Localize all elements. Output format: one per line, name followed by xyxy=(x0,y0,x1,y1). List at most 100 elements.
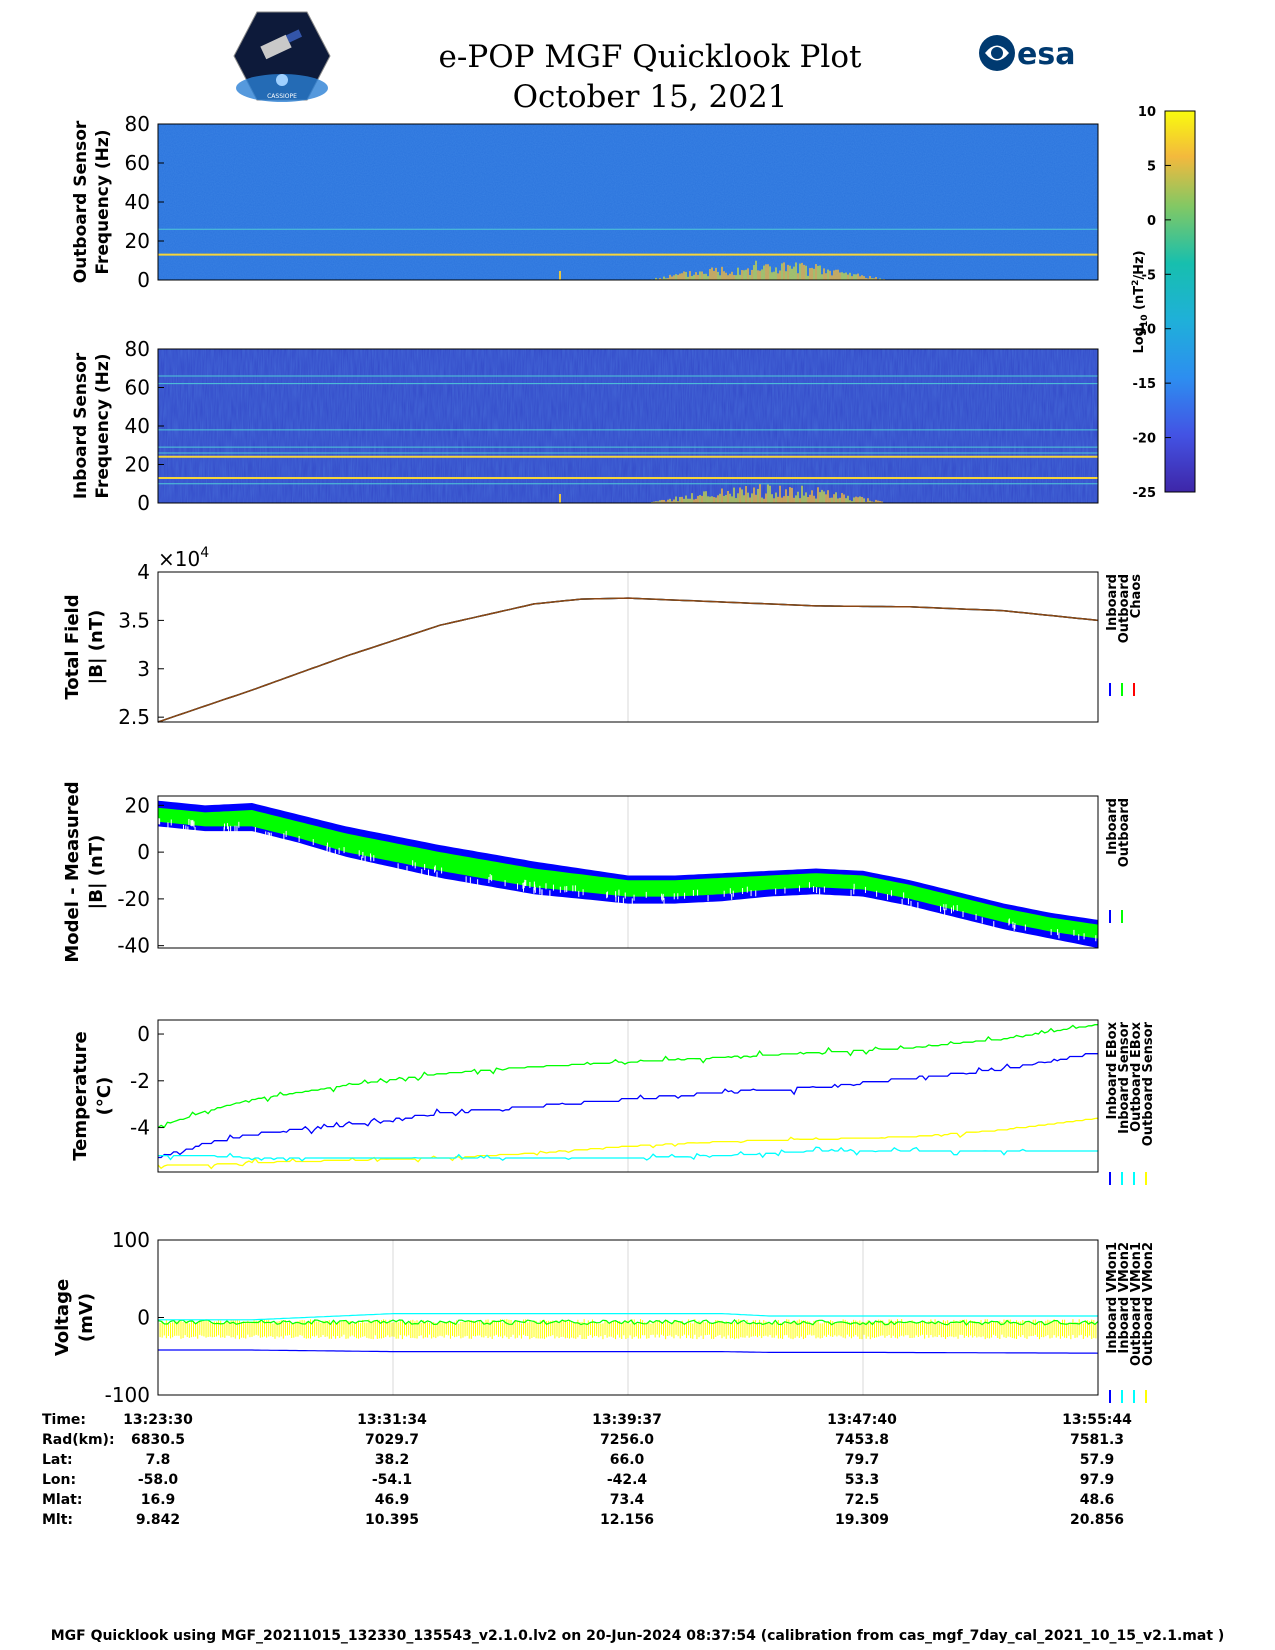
legend-entry: Outboard xyxy=(1117,574,1132,643)
ephemeris-value: 7453.8 xyxy=(834,1432,890,1448)
series-band-inboard xyxy=(158,800,1098,948)
spec-ylabel-line: Outboard Sensor xyxy=(71,120,91,283)
series-line-outboard-sensor xyxy=(158,1146,1098,1162)
ephemeris-value: 13:55:44 xyxy=(1062,1412,1132,1428)
panel-ylabel-line: Temperature xyxy=(70,1031,91,1160)
ephemeris-value: 73.4 xyxy=(609,1492,645,1508)
series-group xyxy=(157,1313,1099,1354)
ephemeris-row-label: Rad(km): xyxy=(42,1432,115,1448)
spec-ytick-label: 60 xyxy=(125,376,150,400)
ephemeris-value: 57.9 xyxy=(1079,1452,1115,1468)
ephemeris-row-label: Mlt: xyxy=(42,1512,74,1528)
series-line-inboard-sensor xyxy=(158,1053,1098,1159)
axis-exponent-base: ×10 xyxy=(158,547,200,571)
ephemeris-value: -58.0 xyxy=(137,1472,179,1488)
ytick-label: 0 xyxy=(137,840,150,864)
legend-entry: Inboard xyxy=(1105,574,1120,631)
ephemeris-value: -54.1 xyxy=(371,1472,413,1488)
ephemeris-value: 6830.5 xyxy=(130,1432,186,1448)
legend-entry: Outboard VMon2 xyxy=(1141,1242,1156,1366)
ephemeris-value: 10.395 xyxy=(364,1512,420,1528)
colorbar-tick-label: -25 xyxy=(1133,486,1157,501)
series-line-inboard-vmon1 xyxy=(158,1349,1099,1354)
panel-ylabel-line: |B| (nT) xyxy=(86,835,107,910)
ytick-label: 4 xyxy=(137,560,150,584)
panel-ylabel: Voltage (mV) xyxy=(52,1279,97,1356)
ephemeris-value: 7.8 xyxy=(145,1452,171,1468)
spec-ylabel: Outboard Sensor Frequency (Hz) xyxy=(71,120,113,283)
ytick-label: -20 xyxy=(117,887,150,911)
ephemeris-value: 13:47:40 xyxy=(827,1412,897,1428)
spec-ytick-label: 20 xyxy=(125,229,150,253)
legend-entry: Inboard xyxy=(1105,798,1120,855)
legend-entry: Chaos xyxy=(1129,574,1144,618)
spec-ytick-label: 60 xyxy=(125,151,150,175)
ytick-label: -40 xyxy=(117,934,150,958)
ephemeris-value: 79.7 xyxy=(844,1452,880,1468)
ephemeris-value: 72.5 xyxy=(844,1492,880,1508)
ephemeris-value: 16.9 xyxy=(140,1492,176,1508)
ytick-label: 3.5 xyxy=(118,608,150,632)
panel-ylabel-line: (°C) xyxy=(94,1077,115,1116)
footer-caption: MGF Quicklook using MGF_20211015_132330_… xyxy=(50,1628,1225,1644)
spec-ylabel: Inboard Sensor Frequency (Hz) xyxy=(71,352,113,499)
legend-entry: Inboard EBox xyxy=(1105,1021,1120,1119)
esa-logo: esa xyxy=(975,30,1105,76)
ytick-label: 0 xyxy=(137,1306,150,1330)
ephemeris-row-label: Time: xyxy=(42,1412,87,1428)
esa-logo-text: esa xyxy=(1017,37,1075,72)
ephemeris-value: 48.6 xyxy=(1079,1492,1115,1508)
inboard-spectrogram: 0 20 40 60 80 Inboard Sensor Frequency (Hz) xyxy=(71,337,1099,515)
ytick-label: 3 xyxy=(137,657,150,681)
legend-entry: Outboard xyxy=(1117,798,1132,867)
colorbar-tick-label: -5 xyxy=(1142,268,1156,283)
cassiope-logo: CASSIOPE xyxy=(232,10,332,102)
spec-ytick-label: 80 xyxy=(125,112,150,136)
outboard-spectrogram: 0 20 40 60 80 Outboard Sensor Frequency (Hz) xyxy=(71,112,1099,292)
ephemeris-value: 12.156 xyxy=(599,1512,655,1528)
panel-ylabel-line: (mV) xyxy=(76,1293,97,1342)
ephemeris-value: 13:39:37 xyxy=(592,1412,662,1428)
ytick-label: -4 xyxy=(130,1116,150,1140)
ephemeris-value: 19.309 xyxy=(834,1512,890,1528)
panel-ylabel: Total Field |B| (nT) xyxy=(62,594,107,699)
spec-ytick-label: 20 xyxy=(125,453,150,477)
ephemeris-value: 13:23:30 xyxy=(123,1412,193,1428)
colorbar-gradient xyxy=(1164,110,1196,493)
series-group xyxy=(157,597,1099,723)
spec-ytick-label: 40 xyxy=(125,190,150,214)
plot-title: e-POP MGF Quicklook Plot xyxy=(438,39,862,75)
series-line-chaos xyxy=(157,597,1099,723)
total-field-panel: 4 3.5 3 2.5 Total Field |B| (nT) InboardOutboa… xyxy=(62,545,1144,729)
spec-ytick-label: 40 xyxy=(125,414,150,438)
spec-ylabel-line: Frequency (Hz) xyxy=(93,353,113,498)
legend-entry: Inboard VMon2 xyxy=(1117,1242,1132,1354)
colorbar-tick-label: 10 xyxy=(1138,105,1156,120)
legend-entry: Inboard VMon1 xyxy=(1105,1242,1120,1354)
ephemeris-row-label: Lon: xyxy=(42,1472,77,1488)
ephemeris-value: 66.0 xyxy=(609,1452,645,1468)
panel-ylabel-line: Model - Measured xyxy=(62,781,83,962)
ephemeris-value: 9.842 xyxy=(135,1512,181,1528)
axis-exponent-power: 4 xyxy=(200,545,209,561)
panel-frame xyxy=(157,1019,1099,1173)
ephemeris-value: -42.4 xyxy=(606,1472,648,1488)
voltage-panel: 100 0 -100 Voltage (mV) Inboard VMon1Inboard … xyxy=(52,1228,1156,1407)
colorbar-label: Log10 (nT2/Hz) xyxy=(1131,250,1150,353)
spec-ylabel-line: Inboard Sensor xyxy=(71,352,91,499)
ytick-label: -2 xyxy=(130,1069,150,1093)
spec-ylabel-line: Frequency (Hz) xyxy=(93,129,113,274)
series-line-inboard-vmon2 xyxy=(157,1318,1099,1326)
spec-ytick-label: 0 xyxy=(137,268,150,292)
legend-entry: Outboard EBox xyxy=(1129,1021,1144,1131)
ephemeris-value: 38.2 xyxy=(374,1452,410,1468)
ephemeris-value: 46.9 xyxy=(374,1492,410,1508)
ephemeris-value: 7029.7 xyxy=(364,1432,420,1448)
colorbar: 10 5 0 -5 -10 -15 -20 -25 Log10 (nT2/Hz) xyxy=(1131,105,1196,501)
panel-frame xyxy=(157,571,1099,723)
spec-ytick-label: 80 xyxy=(125,337,150,361)
ephemeris-value: 20.856 xyxy=(1069,1512,1125,1528)
series-group xyxy=(158,800,1098,948)
